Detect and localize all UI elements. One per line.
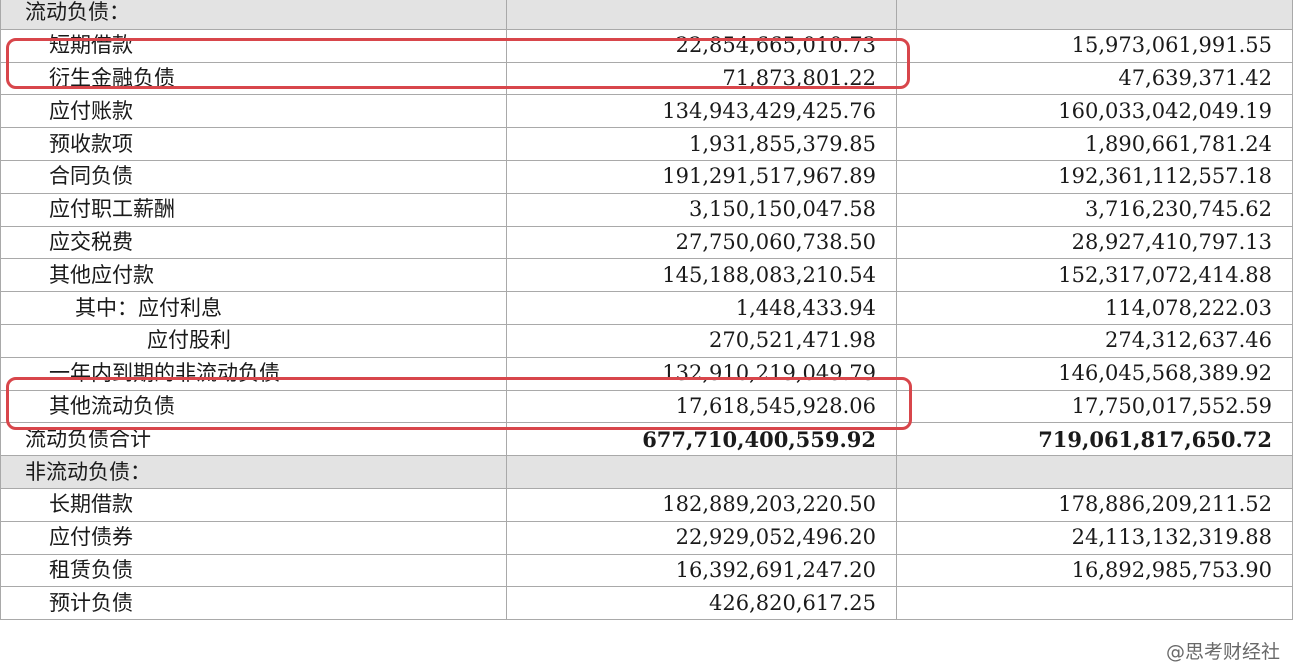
table-row: 衍生金融负债 71,873,801.22 47,639,371.42 — [0, 61, 1293, 96]
table-row: 应付账款 134,943,429,425.76 160,033,042,049.19 — [0, 94, 1293, 129]
table-row: 长期借款 182,889,203,220.50 178,886,209,211.52 — [0, 487, 1293, 522]
value-prior-period: 114,078,222.03 — [896, 291, 1293, 325]
section-header-row: 非流动负债： — [0, 455, 1293, 489]
value-current-period: 132,910,219,049.79 — [506, 356, 897, 391]
value-prior-period: 146,045,568,389.92 — [896, 356, 1293, 391]
value-prior-period: 274,312,637.46 — [896, 323, 1293, 358]
table-row: 应付股利 270,521,471.98 274,312,637.46 — [0, 323, 1293, 358]
row-label: 合同负债 — [0, 159, 507, 194]
row-label: 长期借款 — [0, 487, 507, 522]
value-current-period: 1,931,855,379.85 — [506, 127, 897, 161]
value-prior-period — [896, 0, 1293, 30]
value-prior-period: 15,973,061,991.55 — [896, 28, 1293, 63]
value-current-period: 182,889,203,220.50 — [506, 487, 897, 522]
value-prior-period: 152,317,072,414.88 — [896, 258, 1293, 293]
table-row: 其他流动负债 17,618,545,928.06 17,750,017,552.59 — [0, 389, 1293, 424]
value-current-period: 677,710,400,559.92 — [506, 422, 897, 457]
table-row: 合同负债 191,291,517,967.89 192,361,112,557.18 — [0, 159, 1293, 194]
row-label: 非流动负债： — [0, 455, 507, 489]
value-prior-period: 178,886,209,211.52 — [896, 487, 1293, 522]
table-row: 一年内到期的非流动负债 132,910,219,049.79 146,045,568… — [0, 356, 1293, 391]
value-prior-period: 1,890,661,781.24 — [896, 127, 1293, 161]
value-current-period: 22,929,052,496.20 — [506, 520, 897, 555]
row-label: 流动负债： — [0, 0, 507, 30]
value-prior-period: 28,927,410,797.13 — [896, 225, 1293, 260]
value-current-period: 1,448,433.94 — [506, 291, 897, 325]
balance-sheet-table: 流动负债： 短期借款 22,854,665,010.73 15,973,061,991… — [0, 0, 1293, 621]
value-current-period: 71,873,801.22 — [506, 61, 897, 96]
table-row: 应付职工薪酬 3,150,150,047.58 3,716,230,745.62 — [0, 192, 1293, 227]
table-row: 其他应付款 145,188,083,210.54 152,317,072,414.8… — [0, 258, 1293, 293]
table-row: 租赁负债 16,392,691,247.20 16,892,985,753.90 — [0, 553, 1293, 588]
value-current-period: 191,291,517,967.89 — [506, 159, 897, 194]
value-prior-period: 160,033,042,049.19 — [896, 94, 1293, 129]
value-current-period — [506, 455, 897, 489]
row-label: 其他流动负债 — [0, 389, 507, 424]
table-row: 预收款项 1,931,855,379.85 1,890,661,781.24 — [0, 127, 1293, 161]
value-current-period — [506, 0, 897, 30]
value-prior-period: 17,750,017,552.59 — [896, 389, 1293, 424]
value-current-period: 426,820,617.25 — [506, 586, 897, 621]
value-prior-period: 719,061,817,650.72 — [896, 422, 1293, 457]
row-label: 应付债券 — [0, 520, 507, 555]
row-label: 租赁负债 — [0, 553, 507, 588]
row-label: 预收款项 — [0, 127, 507, 161]
row-label: 应付股利 — [0, 323, 507, 358]
value-current-period: 22,854,665,010.73 — [506, 28, 897, 63]
table-row: 应付债券 22,929,052,496.20 24,113,132,319.88 — [0, 520, 1293, 555]
value-prior-period: 16,892,985,753.90 — [896, 553, 1293, 588]
value-prior-period: 47,639,371.42 — [896, 61, 1293, 96]
value-prior-period — [896, 586, 1293, 621]
value-current-period: 27,750,060,738.50 — [506, 225, 897, 260]
value-current-period: 134,943,429,425.76 — [506, 94, 897, 129]
row-label: 一年内到期的非流动负债 — [0, 356, 507, 391]
value-prior-period: 192,361,112,557.18 — [896, 159, 1293, 194]
table-row: 短期借款 22,854,665,010.73 15,973,061,991.55 — [0, 28, 1293, 63]
row-label: 其中：应付利息 — [0, 291, 507, 325]
value-prior-period — [896, 455, 1293, 489]
value-prior-period: 24,113,132,319.88 — [896, 520, 1293, 555]
value-current-period: 270,521,471.98 — [506, 323, 897, 358]
value-current-period: 17,618,545,928.06 — [506, 389, 897, 424]
section-header-row: 流动负债： — [0, 0, 1293, 30]
row-label: 衍生金融负债 — [0, 61, 507, 96]
row-label: 其他应付款 — [0, 258, 507, 293]
table-row: 其中：应付利息 1,448,433.94 114,078,222.03 — [0, 291, 1293, 325]
row-label: 短期借款 — [0, 28, 507, 63]
row-label: 应付职工薪酬 — [0, 192, 507, 227]
value-current-period: 16,392,691,247.20 — [506, 553, 897, 588]
value-current-period: 145,188,083,210.54 — [506, 258, 897, 293]
watermark: @思考财经社 — [1165, 641, 1280, 663]
table-row: 预计负债 426,820,617.25 — [0, 586, 1293, 621]
value-current-period: 3,150,150,047.58 — [506, 192, 897, 227]
row-label: 预计负债 — [0, 586, 507, 621]
row-label: 流动负债合计 — [0, 422, 507, 457]
row-label: 应交税费 — [0, 225, 507, 260]
row-label: 应付账款 — [0, 94, 507, 129]
table-row: 应交税费 27,750,060,738.50 28,927,410,797.13 — [0, 225, 1293, 260]
value-prior-period: 3,716,230,745.62 — [896, 192, 1293, 227]
total-row: 流动负债合计 677,710,400,559.92 719,061,817,650.… — [0, 422, 1293, 457]
